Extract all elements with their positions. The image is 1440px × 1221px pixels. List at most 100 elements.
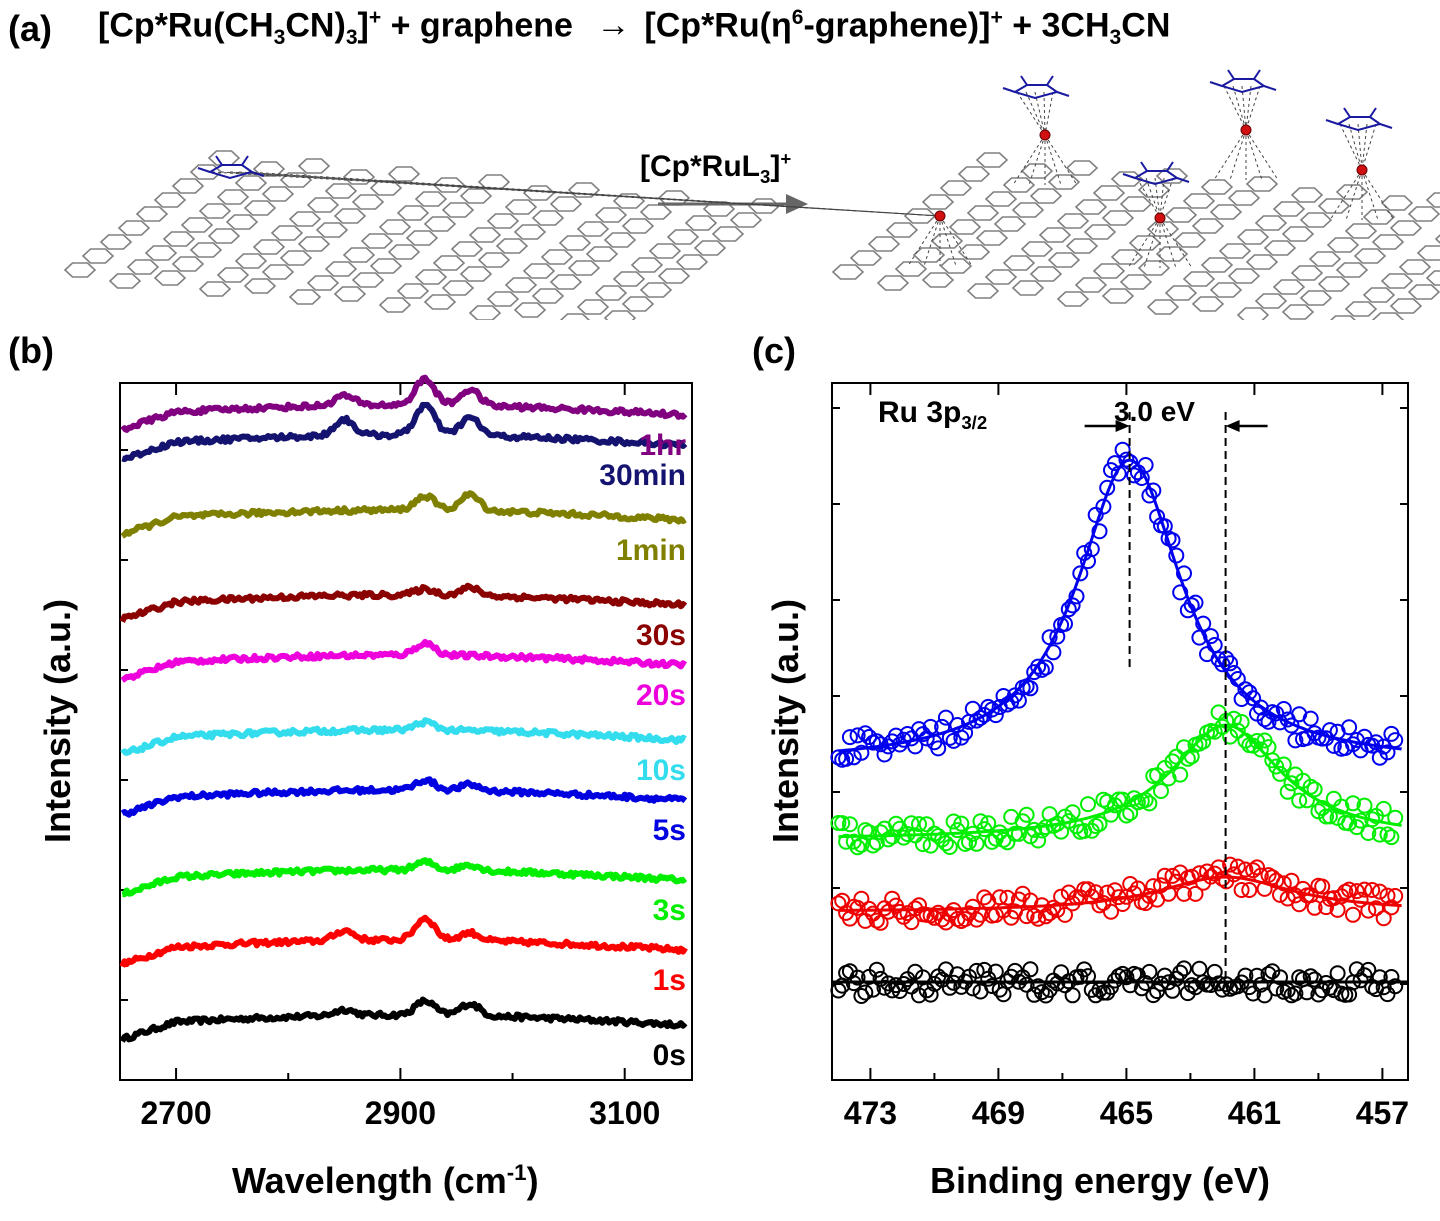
data-point-green xyxy=(1153,783,1169,799)
data-point-green xyxy=(841,816,858,833)
bond-line xyxy=(1044,134,1078,186)
data-point-green xyxy=(918,816,935,833)
bond-line xyxy=(1232,85,1247,131)
data-point-blue xyxy=(1049,628,1066,645)
data-point-black xyxy=(1064,987,1081,1004)
data-point-blue xyxy=(1118,451,1135,468)
data-point-green xyxy=(991,824,1008,841)
hexagon-cell xyxy=(1290,265,1324,281)
panel-c-label: (c) xyxy=(752,330,796,371)
hexagon-cell xyxy=(144,245,178,261)
hexagon-cell xyxy=(1263,240,1297,256)
data-point-blue xyxy=(930,740,947,757)
data-point-green xyxy=(1064,804,1081,821)
hexagon-cell xyxy=(1330,315,1356,320)
eq-product-rest: -graphene)] xyxy=(803,6,991,45)
data-point-black xyxy=(1371,969,1388,986)
methyl-line xyxy=(1122,173,1136,179)
data-point-blue xyxy=(1072,565,1089,582)
bond-line xyxy=(1044,134,1062,186)
data-point-blue xyxy=(857,725,874,742)
hexagon-cell xyxy=(288,289,322,305)
methyl-line xyxy=(1369,107,1377,118)
data-point-green xyxy=(937,835,954,852)
hexagon-cell xyxy=(1227,190,1261,206)
data-point-green xyxy=(1168,748,1185,765)
methyl-line xyxy=(1056,91,1070,97)
data-point-red xyxy=(830,895,847,912)
data-point-green xyxy=(968,835,985,852)
data-point-red xyxy=(1176,885,1192,902)
hexagon-cell xyxy=(396,205,430,221)
data-point-black xyxy=(1018,976,1035,993)
ru-atom xyxy=(1154,212,1166,224)
data-point-black xyxy=(1352,972,1369,989)
hexagon-cell xyxy=(1155,168,1189,184)
hexagon-cell xyxy=(234,253,268,269)
hexagon-cell xyxy=(948,219,982,235)
hexagon-cell xyxy=(1236,229,1270,245)
hexagon-cell xyxy=(243,278,277,294)
data-point-green xyxy=(1321,808,1338,825)
data-point-black xyxy=(964,980,981,997)
hexagon-cell xyxy=(171,178,205,194)
data-point-blue xyxy=(937,709,954,726)
data-point-green xyxy=(1195,733,1212,750)
hexagon-cell xyxy=(153,192,187,208)
hexagon-cell xyxy=(939,258,973,274)
x-tick-label: 457 xyxy=(1356,1095,1409,1131)
hexagon-cell xyxy=(513,302,547,318)
data-point-blue xyxy=(1283,717,1300,734)
data-point-blue xyxy=(1287,732,1304,749)
hexagon-cell xyxy=(1407,284,1440,300)
data-point-black xyxy=(987,963,1004,980)
data-point-black xyxy=(1010,973,1027,990)
data-point-blue xyxy=(853,744,870,761)
hexagon-cell xyxy=(477,174,511,190)
data-point-black xyxy=(1149,983,1166,1000)
data-point-green xyxy=(865,837,881,854)
data-point-blue xyxy=(838,750,855,767)
bond-line xyxy=(1028,134,1046,186)
hexagon-cell xyxy=(1344,301,1378,317)
hexagon-cell xyxy=(621,296,655,312)
data-point-black xyxy=(1310,986,1327,1003)
data-point-red xyxy=(1103,903,1119,920)
hexagon-cell xyxy=(1146,299,1180,315)
data-point-green xyxy=(1080,796,1096,813)
hexagon-cell xyxy=(1272,279,1306,295)
hexagon-cell xyxy=(513,224,547,240)
hexagon-cell xyxy=(549,274,583,290)
x-tick-label: 469 xyxy=(972,1095,1025,1131)
data-point-green xyxy=(880,831,897,848)
data-point-black xyxy=(1118,969,1135,986)
hexagon-cell xyxy=(216,267,250,283)
data-point-black xyxy=(1022,961,1039,978)
hexagon-cell xyxy=(387,244,421,260)
data-point-red xyxy=(1272,886,1288,903)
panel-a-schematic xyxy=(63,69,1440,320)
data-point-black xyxy=(868,961,885,978)
bond-line xyxy=(1361,123,1368,171)
data-point-black xyxy=(1306,971,1323,988)
hexagon-cell xyxy=(531,288,565,304)
cp-ring-icon xyxy=(1335,116,1383,132)
data-point-green xyxy=(1291,792,1308,809)
fit-line-blue xyxy=(838,458,1402,753)
hexagon-cell xyxy=(603,232,637,248)
ru-atom xyxy=(934,210,946,222)
data-point-red xyxy=(853,890,870,907)
hexagon-cell xyxy=(441,202,475,218)
hexagon-cell xyxy=(612,193,646,209)
data-point-blue xyxy=(1106,455,1123,472)
hexagon-cell xyxy=(486,291,520,307)
methyl-line xyxy=(1379,123,1393,129)
data-point-blue xyxy=(1022,680,1039,697)
data-point-blue xyxy=(1145,482,1162,499)
ru-atom xyxy=(1039,129,1051,141)
hexagon-cell xyxy=(939,180,973,196)
hexagon-cell xyxy=(342,247,376,263)
data-point-red xyxy=(1345,906,1361,923)
hexagon-cell xyxy=(108,273,142,289)
bond-line xyxy=(1145,177,1161,219)
